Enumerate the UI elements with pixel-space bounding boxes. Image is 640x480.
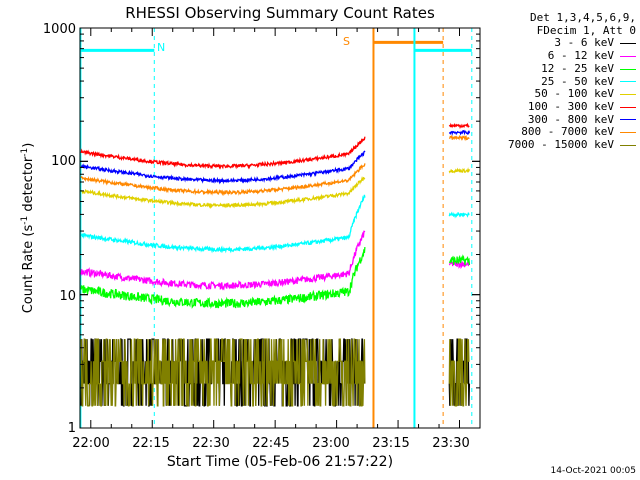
legend-label: 100 - 300 keV (527, 99, 614, 113)
series-line-4 (448, 167, 471, 174)
series-line-4 (80, 175, 366, 210)
legend-item: 3 - 6 keV (484, 37, 636, 50)
series-line-6 (448, 129, 471, 137)
x-tick-label-2300: 23:00 (312, 436, 349, 451)
legend-swatch (620, 132, 636, 134)
x-tick-label-2230: 22:30 (192, 436, 229, 451)
axis-ticks (80, 27, 481, 429)
y-axis-label: Count Rate (s-1 detector-1) (20, 143, 36, 314)
series-line-6 (80, 150, 366, 185)
legend-swatch (620, 106, 636, 108)
data-layer (79, 28, 473, 428)
legend-swatch (620, 119, 636, 121)
legend-label: 7000 - 15000 keV (508, 138, 614, 152)
y-tick-label-1000: 1000 (43, 22, 76, 37)
series-line-8 (448, 338, 470, 407)
series-line-2 (80, 247, 366, 310)
legend-item: 50 - 100 keV (484, 88, 636, 101)
series-line-5 (80, 136, 366, 170)
night-flag-label: N (157, 41, 165, 54)
series-line-7 (80, 163, 366, 197)
legend-item: 800 - 7000 keV (484, 126, 636, 139)
legend-swatch (620, 94, 636, 96)
x-tick-label-2315: 23:15 (372, 436, 409, 451)
legend-label: 800 - 7000 keV (521, 125, 614, 139)
series-line-2 (448, 254, 471, 266)
legend-item: 300 - 800 keV (484, 112, 636, 127)
series-line-5 (448, 122, 470, 130)
x-tick-label-2330: 23:30 (432, 436, 469, 451)
legend-label: 12 - 25 keV (541, 61, 614, 75)
legend-item: 25 - 50 keV (484, 74, 636, 89)
legend-swatch (620, 43, 636, 45)
legend-label: 25 - 50 keV (541, 74, 614, 88)
series-line-3 (80, 194, 366, 254)
saa-flag-label: S (343, 35, 350, 48)
series-line-1 (448, 258, 471, 270)
legend-header-line-2: FDecim 1, Att 0 (536, 23, 636, 37)
series-line-3 (448, 211, 470, 219)
legend-swatch (620, 55, 636, 57)
x-axis-label: Start Time (05-Feb-06 21:57:22) (167, 454, 393, 470)
legend-label: 3 - 6 keV (554, 36, 614, 50)
chart-title: RHESSI Observing Summary Count Rates (125, 4, 435, 22)
x-tick-label-2245: 22:45 (252, 436, 289, 451)
x-tick-label-2200: 22:00 (72, 436, 109, 451)
legend-label: 300 - 800 keV (527, 112, 614, 126)
series-line-8 (80, 338, 366, 407)
legend-swatch (620, 81, 636, 83)
y-tick-label-1: 1 (68, 421, 76, 436)
legend-label: 50 - 100 keV (534, 87, 614, 101)
legend-swatch (620, 68, 636, 70)
legend: Det 1,3,4,5,6,9, FDecim 1, Att 0 3 - 6 k… (484, 11, 636, 152)
series-line-1 (80, 230, 366, 291)
x-tick-label-2215: 22:15 (132, 436, 169, 451)
y-tick-label-100: 100 (51, 154, 76, 169)
legend-item: 100 - 300 keV (484, 99, 636, 114)
series-line-0 (80, 338, 366, 407)
legend-label: 6 - 12 keV (547, 49, 614, 63)
y-tick-label-10: 10 (59, 289, 76, 304)
legend-header-line-1: Det 1,3,4,5,6,9, (530, 11, 636, 24)
legend-item: 7000 - 15000 keV (484, 138, 636, 152)
legend-swatch (620, 144, 636, 146)
generation-timestamp: 14-Oct-2021 00:05 (550, 466, 636, 476)
plot-frame (79, 27, 481, 429)
legend-item: 6 - 12 keV (484, 49, 636, 63)
series-line-7 (448, 134, 470, 142)
legend-item: 12 - 25 keV (484, 61, 636, 76)
